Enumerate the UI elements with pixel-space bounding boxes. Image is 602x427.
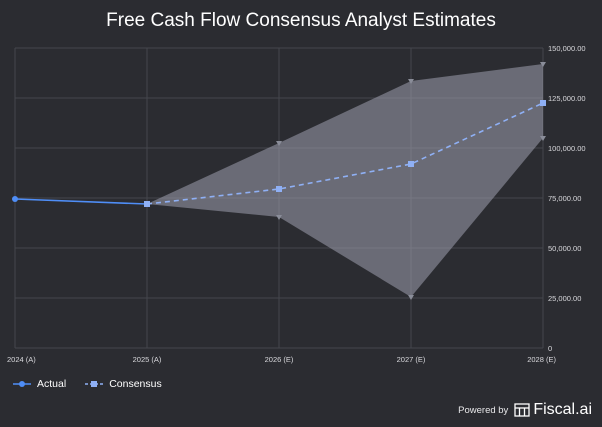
- footer: Powered by Fiscal.ai: [458, 401, 592, 419]
- legend: Actual Consensus: [12, 378, 162, 390]
- y-tick-label: 50,000.00: [548, 244, 581, 253]
- consensus-point[interactable]: [276, 186, 282, 192]
- y-tick-label: 150,000.00: [548, 44, 586, 53]
- x-axis-ticks: 2024 (A) 2025 (A) 2026 (E) 2027 (E) 2028 (E): [7, 355, 556, 364]
- x-tick-label: 2024 (A): [7, 355, 36, 364]
- range-low-marker: [408, 295, 414, 300]
- brand-logo[interactable]: Fiscal.ai: [514, 401, 592, 419]
- chart-title: Free Cash Flow Consensus Analyst Estimat…: [106, 10, 496, 31]
- powered-by-text: Powered by: [458, 404, 509, 416]
- legend-item-consensus[interactable]: Consensus: [84, 378, 162, 390]
- x-tick-label: 2026 (E): [265, 355, 294, 364]
- series-line-actual: [14, 198, 148, 205]
- consensus-point[interactable]: [540, 100, 546, 106]
- y-tick-label: 125,000.00: [548, 94, 586, 103]
- y-tick-label: 75,000.00: [548, 194, 581, 203]
- brand-name: Fiscal.ai: [533, 401, 592, 418]
- fiscal-logo-icon: [514, 403, 530, 417]
- estimate-range: [147, 62, 546, 300]
- legend-consensus-swatch-icon: [85, 381, 104, 387]
- range-low-marker: [276, 215, 282, 220]
- series-markers: [12, 100, 546, 207]
- consensus-point[interactable]: [144, 201, 150, 207]
- legend-label-consensus: Consensus: [109, 378, 162, 390]
- x-tick-label: 2028 (E): [527, 355, 556, 364]
- range-high-marker: [408, 79, 414, 84]
- y-axis-ticks: 150,000.00 125,000.00 100,000.00 75,000.00 5…: [548, 44, 586, 353]
- y-tick-label: 25,000.00: [548, 294, 581, 303]
- range-high-marker: [276, 141, 282, 146]
- consensus-point[interactable]: [408, 161, 414, 167]
- range-low-marker: [540, 136, 546, 141]
- series-lines: [14, 102, 544, 205]
- y-tick-label: 100,000.00: [548, 144, 586, 153]
- y-tick-label: 0: [548, 344, 552, 353]
- actual-point[interactable]: [12, 196, 18, 202]
- series-line-consensus: [146, 102, 544, 205]
- range-high-marker: [540, 62, 546, 67]
- legend-label-actual: Actual: [37, 378, 67, 390]
- x-tick-label: 2025 (A): [133, 355, 162, 364]
- x-tick-label: 2027 (E): [397, 355, 426, 364]
- estimate-range-band: [147, 64, 543, 297]
- legend-item-actual[interactable]: Actual: [12, 378, 66, 390]
- legend-actual-swatch-icon: [13, 381, 31, 387]
